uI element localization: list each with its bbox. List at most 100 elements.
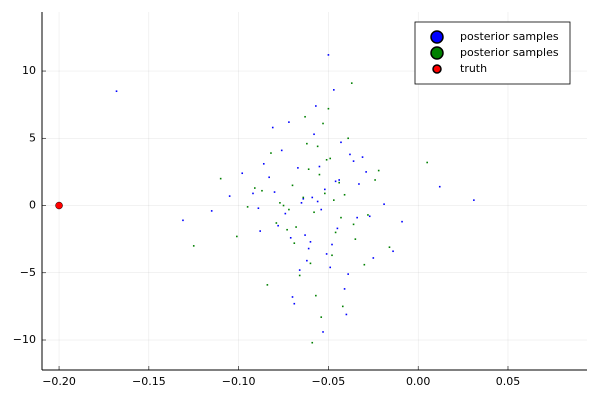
point — [270, 152, 272, 154]
legend-label: posterior samples — [460, 46, 559, 59]
point — [340, 141, 342, 144]
point — [315, 105, 317, 107]
point — [340, 216, 342, 219]
point — [115, 90, 118, 93]
point — [336, 227, 339, 230]
point — [298, 274, 301, 277]
point — [307, 168, 310, 171]
point — [392, 250, 394, 253]
point — [241, 172, 244, 175]
point — [252, 192, 254, 195]
point — [306, 142, 308, 145]
point — [279, 202, 281, 204]
point — [361, 156, 364, 158]
point — [388, 246, 391, 249]
point — [325, 253, 328, 255]
y-tick-label: −5 — [20, 266, 36, 279]
x-tick-label: −0.05 — [312, 375, 346, 388]
point — [473, 199, 475, 201]
point — [275, 222, 278, 224]
legend-marker — [430, 30, 444, 44]
point — [345, 313, 348, 316]
point — [55, 201, 63, 210]
point — [246, 206, 249, 208]
point — [257, 207, 260, 210]
point — [333, 199, 335, 201]
point — [329, 157, 332, 160]
point — [288, 208, 290, 211]
point — [291, 184, 294, 187]
point — [302, 198, 305, 200]
point — [320, 316, 323, 318]
point — [338, 181, 340, 184]
y-tick-label: 0 — [29, 199, 36, 212]
point — [327, 54, 330, 56]
y-tick-label: −10 — [13, 333, 36, 346]
point — [277, 224, 279, 227]
point — [282, 204, 285, 207]
y-tick-label: 10 — [22, 64, 36, 77]
point — [289, 237, 292, 239]
point — [377, 169, 380, 172]
point — [338, 179, 340, 181]
point — [347, 137, 349, 140]
point — [343, 193, 346, 196]
point — [295, 226, 297, 228]
point — [298, 269, 301, 271]
point — [322, 122, 324, 125]
point — [306, 259, 308, 262]
point — [374, 179, 376, 181]
point — [182, 219, 184, 222]
point — [261, 189, 263, 192]
point — [365, 171, 367, 173]
point — [383, 203, 385, 205]
point — [192, 245, 195, 247]
point — [253, 187, 256, 189]
point — [219, 177, 222, 180]
point — [349, 153, 351, 156]
point — [334, 180, 337, 183]
point — [322, 331, 324, 333]
point — [266, 284, 269, 286]
point — [354, 238, 357, 240]
x-tick-label: −0.10 — [222, 375, 256, 388]
point — [315, 294, 317, 297]
point — [324, 192, 326, 195]
point — [316, 145, 319, 148]
point — [343, 288, 346, 290]
point — [363, 263, 366, 266]
point — [291, 296, 294, 298]
point — [236, 235, 238, 238]
y-tick-label: 5 — [29, 131, 36, 144]
point — [352, 223, 355, 226]
x-tick-label: −0.20 — [42, 375, 76, 388]
point — [347, 273, 349, 275]
legend: posterior samples posterior samples truth — [414, 21, 571, 85]
point — [350, 82, 353, 84]
point — [313, 133, 315, 136]
point — [333, 89, 335, 91]
point — [426, 161, 428, 164]
point — [318, 165, 321, 168]
point — [316, 200, 319, 203]
point — [313, 211, 315, 214]
point — [271, 126, 274, 129]
legend-label: truth — [460, 62, 487, 75]
point — [356, 216, 358, 219]
point — [286, 228, 288, 231]
point — [372, 257, 375, 259]
legend-marker — [432, 64, 442, 74]
point — [320, 208, 323, 211]
point — [280, 149, 283, 152]
point — [334, 231, 337, 234]
point — [268, 176, 270, 179]
point — [329, 266, 332, 269]
point — [325, 158, 328, 161]
point — [358, 183, 360, 185]
point — [302, 196, 305, 199]
point — [309, 262, 312, 265]
point — [401, 220, 403, 223]
point — [293, 242, 296, 244]
point — [318, 173, 321, 176]
point — [311, 341, 314, 344]
